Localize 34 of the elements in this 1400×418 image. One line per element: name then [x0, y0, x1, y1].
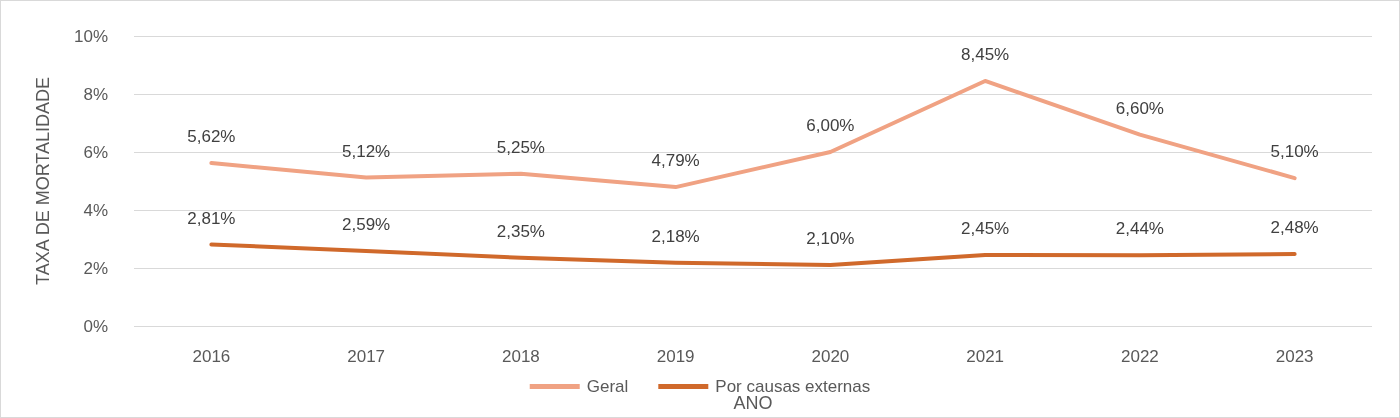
x-tick-label: 2020 [811, 347, 850, 366]
x-tick-label: 2018 [501, 347, 540, 366]
data-label: 2,48% [1270, 218, 1319, 238]
data-label: 2,44% [1115, 219, 1164, 239]
y-tick-label: 4% [83, 200, 108, 220]
x-tick-label: 2019 [656, 347, 695, 366]
legend-label: Geral [586, 377, 629, 396]
data-label: 2,59% [342, 214, 391, 234]
data-label: 2,81% [187, 208, 236, 228]
data-label: 5,10% [1270, 142, 1319, 162]
x-tick-label: 2023 [1275, 347, 1314, 366]
data-label: 4,79% [651, 151, 700, 171]
data-label: 2,18% [651, 226, 700, 246]
y-tick-label: 6% [83, 142, 108, 162]
y-tick-label: 8% [83, 84, 108, 104]
data-label: 2,10% [806, 229, 855, 249]
data-label: 6,60% [1115, 98, 1164, 118]
y-tick-label: 10% [73, 26, 108, 46]
data-label: 8,45% [961, 44, 1010, 64]
x-tick-label: 2016 [192, 347, 231, 366]
data-label: 5,25% [496, 137, 545, 157]
data-label: 5,62% [187, 127, 236, 147]
data-label: 2,45% [961, 218, 1010, 238]
x-tick-label: 2022 [1120, 347, 1159, 366]
x-tick-label: 2017 [347, 347, 386, 366]
y-tick-label: 0% [83, 316, 108, 336]
data-label: 2,35% [496, 221, 545, 241]
x-tick-label: 2021 [966, 347, 1005, 366]
legend-label: Por causas externas [715, 377, 871, 396]
y-axis-title: TAXA DE MORTALIDADE [33, 76, 53, 286]
x-axis-title: ANO [733, 393, 773, 413]
y-tick-label: 2% [83, 258, 108, 278]
data-label: 6,00% [806, 116, 855, 135]
data-label: 5,12% [342, 141, 391, 161]
